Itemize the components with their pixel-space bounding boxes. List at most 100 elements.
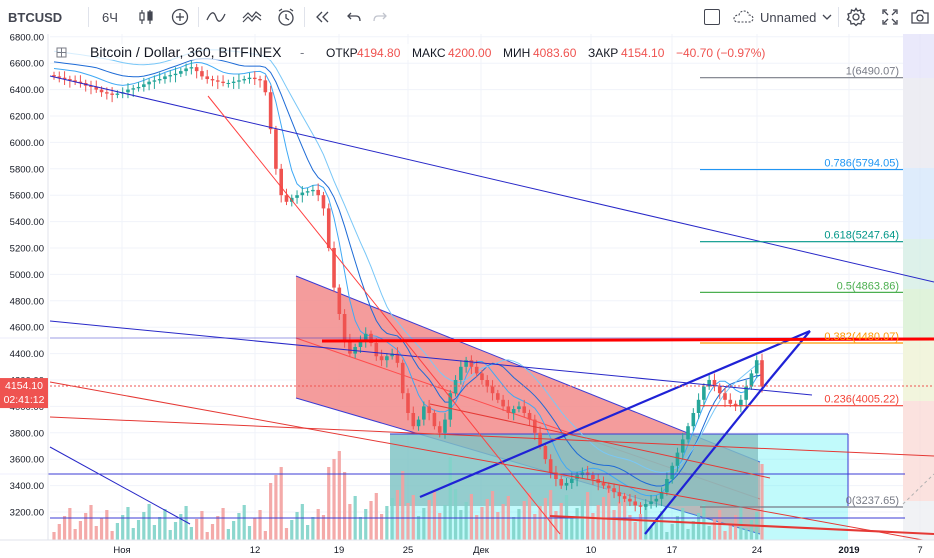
volume-bar <box>707 526 711 540</box>
fib-label: 0.382(4480.07) <box>824 331 899 343</box>
volume-bar <box>52 532 56 540</box>
volume-bar <box>723 531 727 540</box>
candle-body <box>749 373 754 387</box>
candle-body <box>179 71 183 74</box>
volume-bar <box>718 510 722 540</box>
candle-body <box>332 248 336 288</box>
replay-button[interactable] <box>308 0 336 34</box>
volume-bar <box>559 503 563 540</box>
volume-bar <box>480 507 484 540</box>
compare-button[interactable] <box>166 0 194 34</box>
candle-body <box>311 189 315 192</box>
candle-body <box>252 77 257 80</box>
candle-body <box>374 343 379 357</box>
volume-bar <box>62 516 67 540</box>
volume-bar <box>496 512 500 540</box>
volume-bar <box>216 516 220 540</box>
volume-bar <box>427 500 431 540</box>
layout-menu[interactable]: Unnamed <box>732 0 844 34</box>
legend-close: 4154.10 <box>621 46 665 60</box>
candle-body <box>533 419 537 433</box>
candle-body <box>326 208 331 248</box>
candle-body <box>501 399 505 407</box>
candle-body <box>316 189 320 196</box>
candle-body <box>274 129 278 169</box>
volume-bar <box>158 517 162 540</box>
legend-change: −40.70 (−0.97%) <box>676 46 765 60</box>
fullscreen-button[interactable] <box>876 0 904 34</box>
candle-body <box>385 356 389 361</box>
x-tick-label: Ноя <box>113 545 130 556</box>
y-tick-label: 6200.00 <box>10 112 44 123</box>
candle-body <box>305 191 310 193</box>
fib-label: 0(3237.65) <box>846 495 899 507</box>
volume-bar <box>369 501 373 540</box>
volume-bar <box>300 504 304 540</box>
interval-button[interactable]: 6Ч <box>94 0 126 34</box>
y-tick-label: 5200.00 <box>10 244 44 255</box>
candle-body <box>215 80 220 82</box>
candle-body <box>617 492 622 497</box>
symbol-search[interactable]: BTCUSD <box>0 0 96 34</box>
candle-body <box>696 399 701 413</box>
candle-body <box>654 498 659 502</box>
indicators-button[interactable] <box>202 0 230 34</box>
candles-icon <box>139 10 153 24</box>
candle-body <box>52 75 56 77</box>
volume-bar <box>570 516 574 540</box>
candle-body <box>591 475 595 479</box>
volume-bar <box>105 510 109 540</box>
settings-button[interactable] <box>842 0 870 34</box>
templates-button[interactable] <box>238 0 266 34</box>
volume-bar <box>57 524 61 540</box>
trend-lines <box>0 75 934 543</box>
volume-bar <box>696 513 701 540</box>
symbol-label: BTCUSD <box>8 9 63 25</box>
candle-body <box>210 79 215 81</box>
volume-bar <box>422 508 426 540</box>
candle-body <box>110 93 114 95</box>
volume-bar <box>110 531 114 540</box>
legend-dash: - <box>300 45 304 60</box>
snapshot-button[interactable] <box>908 0 932 34</box>
candle-body <box>459 366 463 380</box>
candle-body <box>496 393 500 400</box>
candle-body <box>369 333 373 344</box>
candle-body <box>628 498 632 502</box>
cloud-icon <box>733 10 754 23</box>
volume-bar <box>205 532 209 540</box>
candle-body <box>89 85 93 87</box>
volume-bar <box>644 506 648 540</box>
candle-body <box>168 75 173 77</box>
candle-body <box>300 192 305 196</box>
volume-bar <box>163 509 167 540</box>
candle-body <box>601 482 606 486</box>
top-toolbar: BTCUSD 6Ч Unnamed <box>0 0 934 35</box>
alert-button[interactable] <box>272 0 300 34</box>
candle-body <box>717 386 722 394</box>
candle-body <box>226 83 231 84</box>
candle-body <box>569 479 574 483</box>
legend-open: 4194.80 <box>357 46 401 60</box>
undo-button[interactable] <box>342 0 366 34</box>
chart-style-button[interactable] <box>132 0 160 34</box>
indicators-icon <box>206 12 226 22</box>
candle-body <box>78 81 83 83</box>
volume-bar <box>733 515 738 540</box>
redo-button[interactable] <box>368 0 392 34</box>
volume-bar <box>612 510 616 540</box>
volume-bar <box>459 510 463 540</box>
volume-bar <box>464 502 468 540</box>
last-price-tag: 4154.10 02:41:12 <box>0 378 48 409</box>
last-price-label: 4154.10 <box>5 380 43 392</box>
volume-bar <box>681 508 685 540</box>
time-axis[interactable]: Ноя 12 19 25 Дек 10 17 24 2019 7 <box>113 545 922 556</box>
select-checkbox[interactable] <box>700 0 724 34</box>
volume-bar <box>263 531 267 540</box>
candle-body <box>200 71 204 77</box>
volume-bar <box>586 492 590 540</box>
price-chart[interactable]: 1(6490.07) 0.786(5794.05) 0.618(5247.64) 0.… <box>0 34 934 558</box>
candle-body <box>94 86 99 90</box>
moving-average-fast <box>53 61 763 497</box>
candle-body <box>680 439 685 453</box>
